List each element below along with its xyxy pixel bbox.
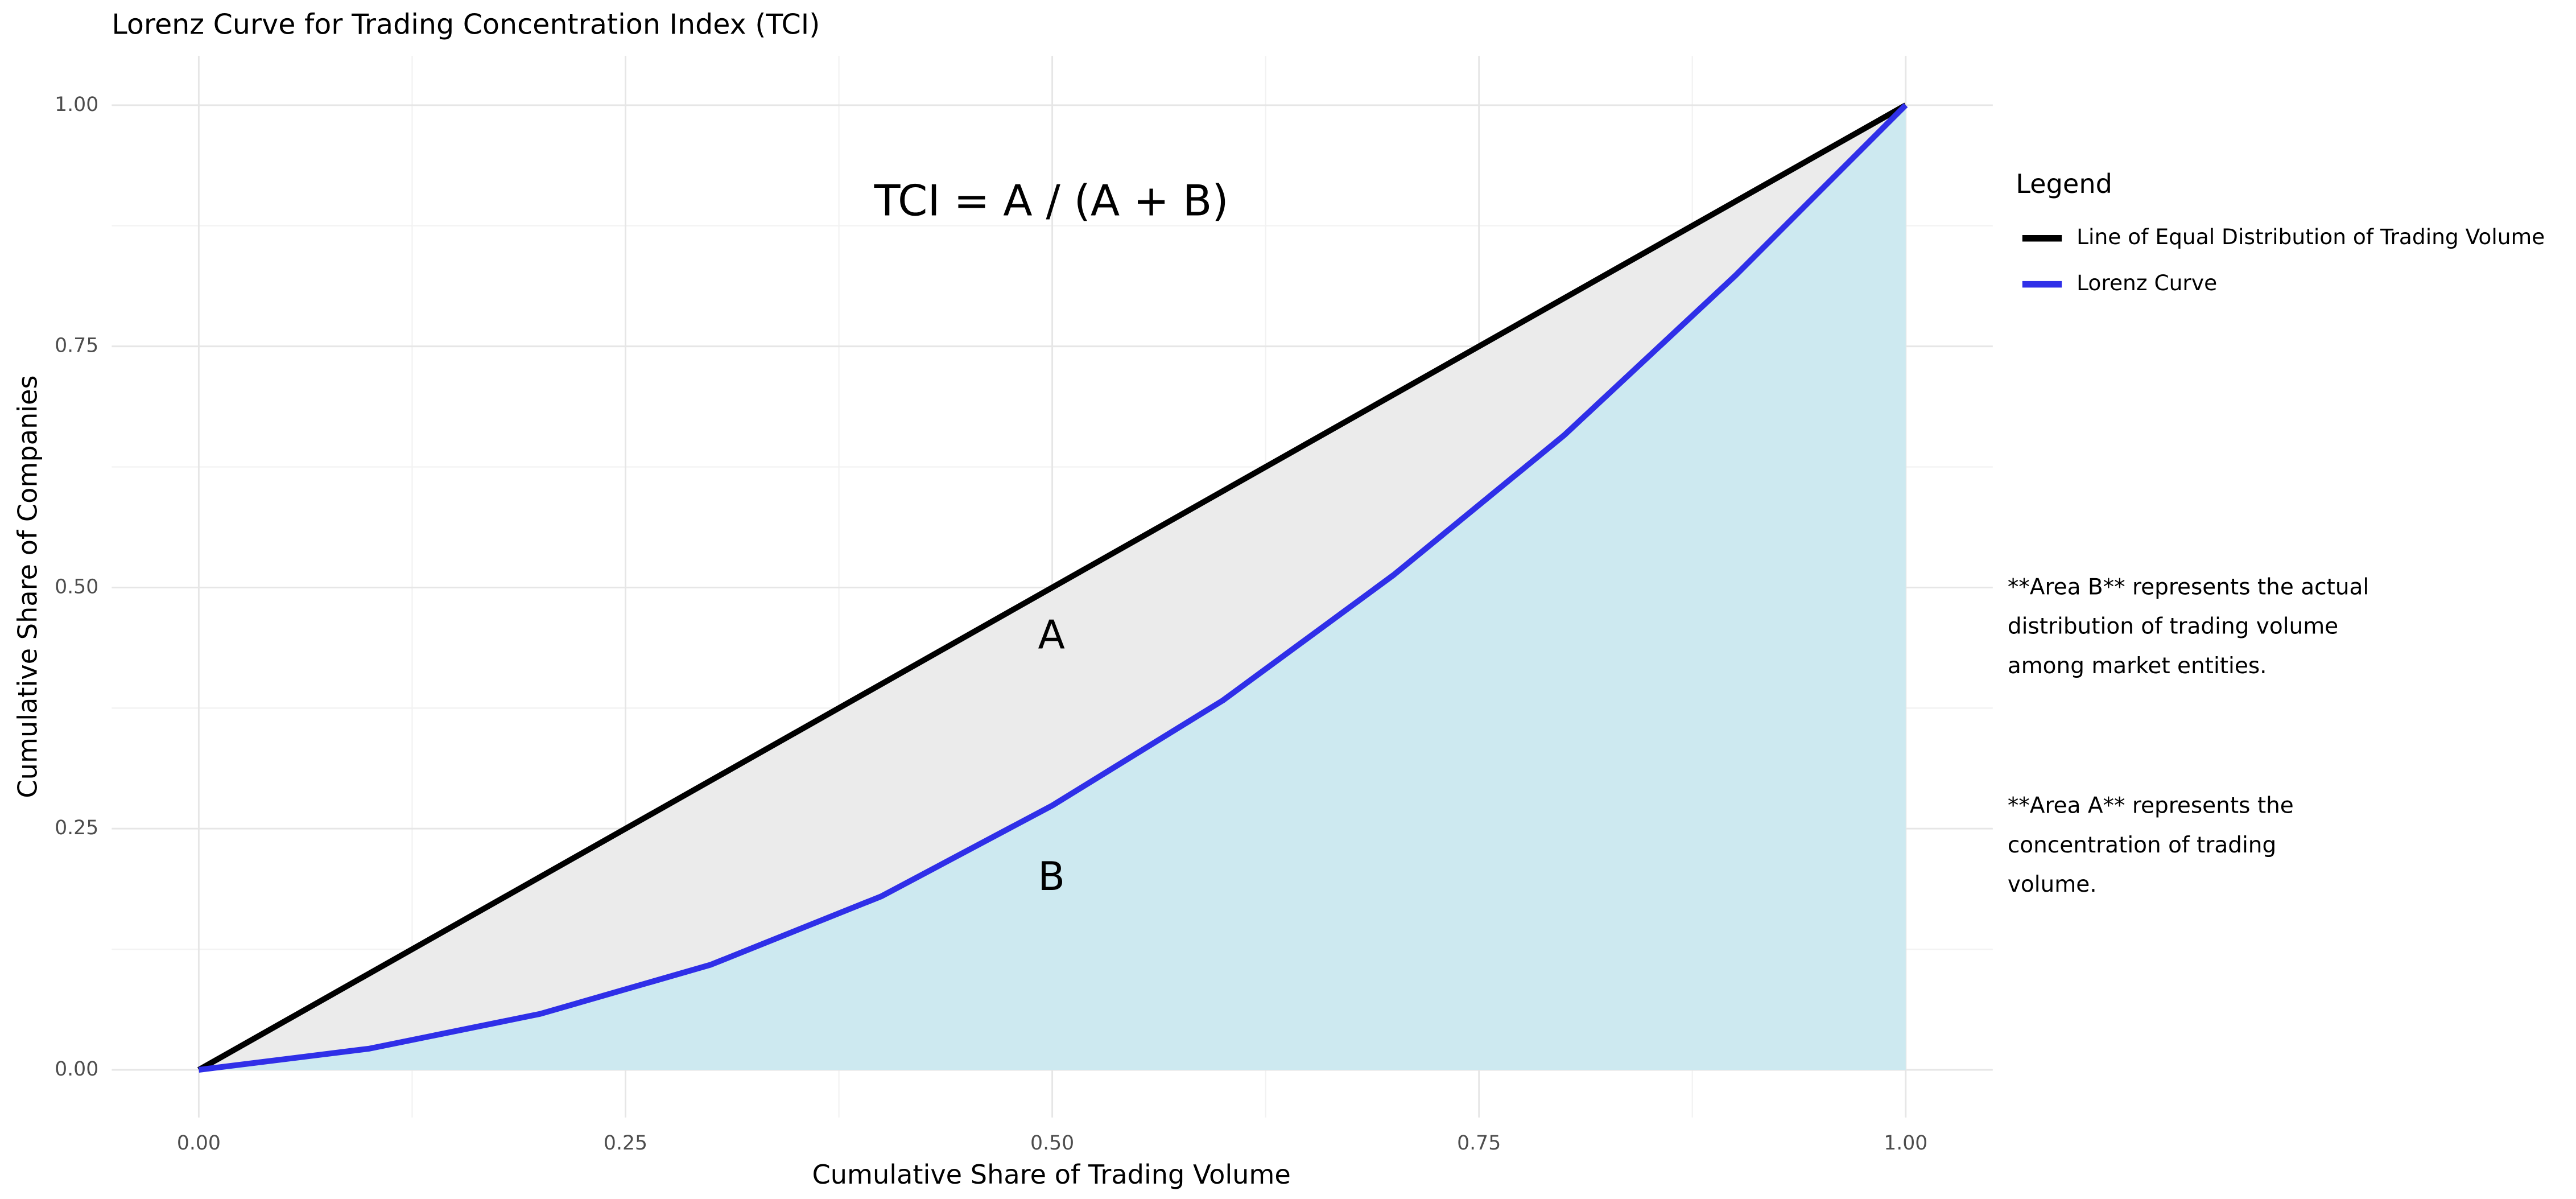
y-axis-label: Cumulative Share of Companies	[12, 375, 43, 798]
legend-label: Line of Equal Distribution of Trading Vo…	[2077, 224, 2545, 249]
line	[197, 102, 1908, 1073]
annotation: TCI = A / (A + B)	[874, 176, 1229, 226]
y-tick-label: 1.00	[55, 93, 98, 116]
note: **Area B** represents the actual	[2008, 574, 2369, 600]
legend-label: Lorenz Curve	[2077, 270, 2217, 295]
chart-title: Lorenz Curve for Trading Concentration I…	[112, 8, 820, 41]
x-axis-label: Cumulative Share of Trading Volume	[812, 1159, 1290, 1190]
y-tick-label: 0.50	[55, 575, 98, 598]
x-tick-label: 1.00	[1884, 1132, 1927, 1155]
annotation: A	[1038, 613, 1064, 658]
note: concentration of trading	[2008, 833, 2276, 858]
annotation: B	[1038, 854, 1065, 900]
note: volume.	[2008, 872, 2097, 897]
x-tick-label: 0.00	[177, 1132, 221, 1155]
note: **Area A** represents the	[2008, 793, 2294, 818]
line	[198, 103, 1908, 1073]
y-tick-label: 0.75	[55, 335, 98, 357]
note: among market entities.	[2008, 653, 2267, 679]
area	[199, 105, 1906, 1070]
note: distribution of trading volume	[2008, 614, 2338, 640]
legend-title: Legend	[2016, 168, 2112, 199]
x-tick-label: 0.25	[604, 1132, 647, 1155]
y-tick-label: 0.25	[55, 817, 98, 839]
x-tick-label: 0.75	[1457, 1132, 1501, 1155]
y-tick-label: 0.00	[55, 1058, 98, 1081]
x-tick-label: 0.50	[1030, 1132, 1074, 1155]
